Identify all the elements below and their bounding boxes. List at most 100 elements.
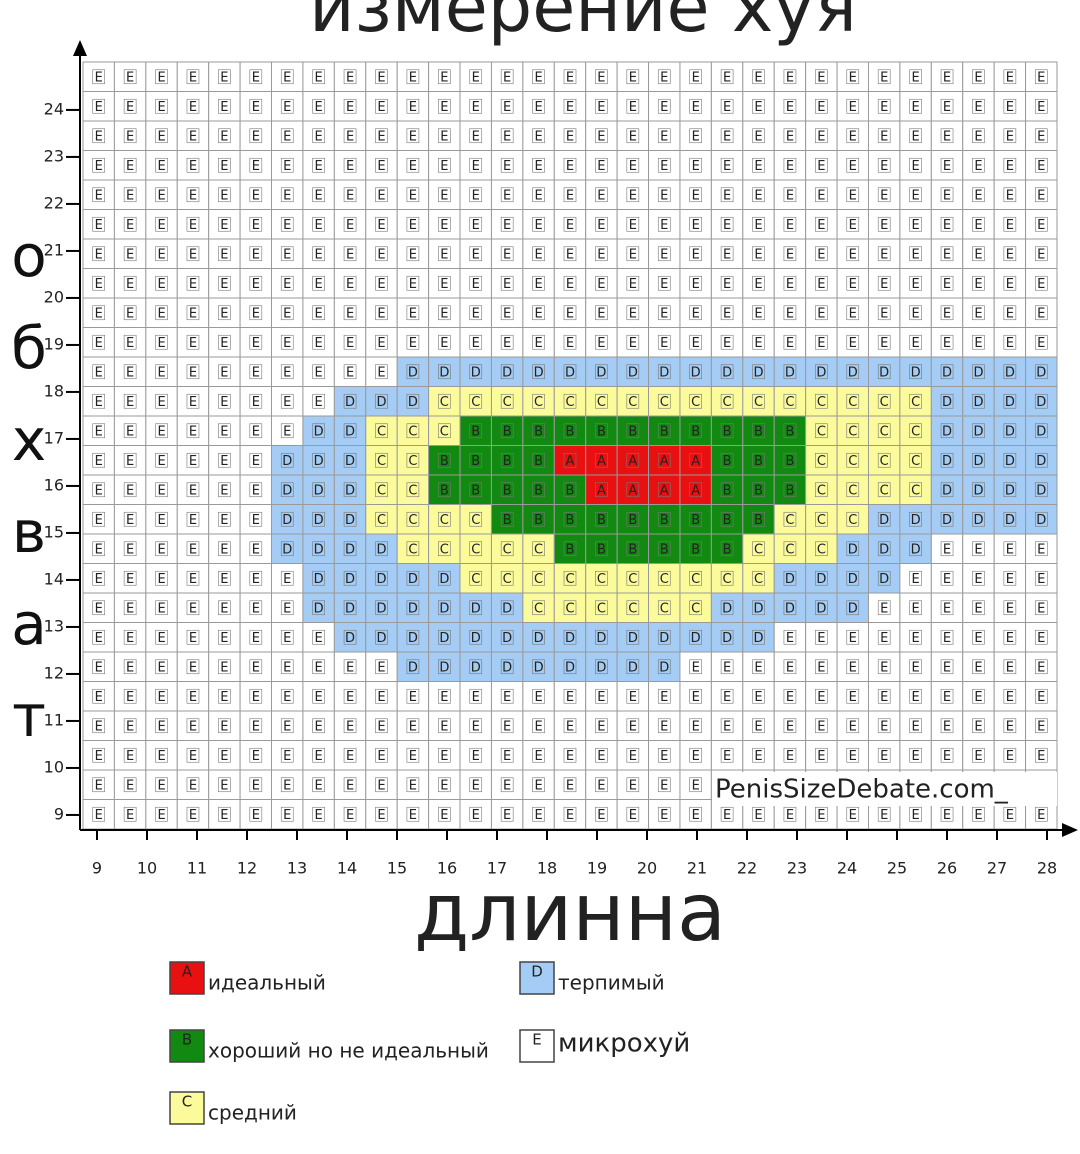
cell-letter-box <box>909 364 922 380</box>
cell-letter-box <box>218 511 231 527</box>
cell-letter-box <box>846 98 860 114</box>
cell-letter: E <box>597 336 605 351</box>
cell-letter-box <box>375 600 388 616</box>
cell-letter: E <box>189 483 197 498</box>
cell-letter-box <box>940 98 954 114</box>
cell-letter: E <box>283 188 291 203</box>
cell-letter: C <box>660 572 669 587</box>
cell-letter: E <box>1037 749 1045 764</box>
cell-letter-box <box>972 305 985 321</box>
cell <box>490 504 524 535</box>
cell-letter-box <box>626 69 640 85</box>
cell-letter: E <box>723 277 731 292</box>
cell-letter-box <box>469 452 483 468</box>
cell-letter-box <box>249 275 263 291</box>
cell-letter: E <box>754 749 762 764</box>
cell-letter: C <box>723 572 732 587</box>
cell-letter-box <box>123 423 137 439</box>
cell-letter: E <box>220 306 228 321</box>
cell-letter: E <box>157 70 165 85</box>
cell-letter-box <box>972 423 985 439</box>
cell-letter: E <box>220 542 228 557</box>
cell-letter-box <box>657 69 671 85</box>
cell <box>239 592 273 623</box>
cell-letter: E <box>754 336 762 351</box>
cell <box>899 150 932 181</box>
cell-letter: E <box>912 218 920 233</box>
cell-letter: E <box>189 395 197 410</box>
cell-letter-box <box>972 511 985 527</box>
cell <box>145 386 178 417</box>
cell <box>302 91 335 122</box>
cell <box>490 91 524 122</box>
cell-letter: B <box>440 483 449 498</box>
cell-letter-box <box>1003 629 1017 645</box>
cell-letter-box <box>877 305 891 321</box>
cell <box>271 474 304 505</box>
cell-letter-box <box>438 600 451 616</box>
cell <box>302 238 335 269</box>
cell-letter: E <box>566 100 574 115</box>
cell-letter-box <box>312 69 325 85</box>
cell-letter: E <box>1006 306 1014 321</box>
cell-letter: E <box>1037 690 1045 705</box>
cell-letter: B <box>660 513 669 528</box>
cell <box>490 415 524 446</box>
cell-letter: E <box>1006 188 1014 203</box>
cell <box>113 386 147 417</box>
cell-letter-box <box>532 275 545 291</box>
cell-letter-box <box>972 98 985 114</box>
cell-letter: D <box>911 542 921 557</box>
cell-letter: E <box>786 100 794 115</box>
cell-letter: D <box>345 631 355 646</box>
cell <box>396 268 430 299</box>
cell-letter: E <box>126 306 134 321</box>
cell-letter: E <box>220 572 228 587</box>
cell-letter: E <box>912 336 920 351</box>
cell-letter-box <box>720 187 734 203</box>
cell-letter: E <box>189 454 197 469</box>
cell-letter: D <box>754 365 764 380</box>
cell-letter: E <box>503 336 511 351</box>
cell-letter-box <box>846 187 860 203</box>
cell-letter: E <box>723 719 731 734</box>
cell <box>836 356 869 387</box>
cell-letter-box <box>218 69 231 85</box>
cell-letter-box <box>972 452 985 468</box>
cell-letter: E <box>157 277 165 292</box>
cell <box>396 209 430 240</box>
cell-letter-box <box>312 511 325 527</box>
cell-letter-box <box>657 128 671 144</box>
cell-letter-box <box>218 570 231 586</box>
cell-letter: E <box>157 129 165 144</box>
cell-letter: E <box>283 306 291 321</box>
y-tick-label: 23 <box>44 146 64 165</box>
x-tick-label: 16 <box>437 859 457 878</box>
cell-letter-box <box>186 570 200 586</box>
cell-letter: E <box>817 277 825 292</box>
cell <box>396 474 430 505</box>
cell-letter: E <box>943 660 951 675</box>
cell-letter: C <box>565 601 574 616</box>
cell <box>993 150 1027 181</box>
cell-letter-box <box>280 246 294 262</box>
cell-letter: E <box>95 129 103 144</box>
cell <box>490 386 524 417</box>
cell-letter-box <box>532 98 545 114</box>
cell-letter-box <box>846 541 860 557</box>
cell-letter-box <box>689 659 702 675</box>
cell <box>490 533 524 564</box>
cell-letter: E <box>912 660 920 675</box>
cell <box>333 622 367 653</box>
cell <box>490 209 524 240</box>
cell-letter-box <box>343 423 357 439</box>
cell-letter: E <box>1037 601 1045 616</box>
cell-letter: D <box>848 542 858 557</box>
cell-letter-box <box>626 482 640 498</box>
cell-letter-box <box>909 541 922 557</box>
cell-letter: E <box>849 660 857 675</box>
cell-letter-box <box>92 275 106 291</box>
cell-letter: E <box>566 218 574 233</box>
cell-letter-box <box>940 423 954 439</box>
cell-letter: E <box>346 808 354 823</box>
